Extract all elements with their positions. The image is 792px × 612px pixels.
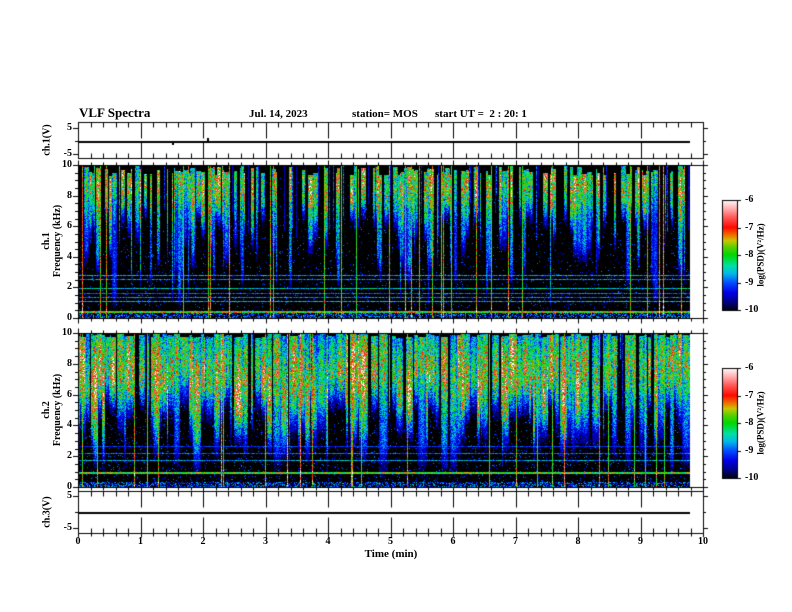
volt-tick-label: 5 (67, 122, 72, 133)
colorbar-tick-label: -6 (745, 362, 754, 373)
ch2-frequency-axis-label-line1: ch.2 (41, 401, 52, 419)
volt-tick-label: -5 (63, 522, 72, 533)
colorbar-tick-label: -7 (745, 389, 754, 401)
ch1-frequency-axis-label-line1: ch.1 (41, 232, 52, 250)
freq-tick-label: 4 (67, 419, 72, 431)
x-tick-label: 10 (698, 536, 708, 547)
volt-tick-label: 5 (67, 490, 72, 501)
freq-tick-label: 10 (62, 327, 72, 338)
colorbar-tick-label: -10 (745, 472, 759, 483)
start-ut-text: start UT = 2 : 20: 1 (435, 108, 527, 120)
colorbar-tick-label: -9 (745, 444, 754, 456)
x-tick-label: 4 (325, 536, 331, 547)
freq-tick-label: 4 (67, 250, 72, 262)
time-axis-label: Time (min) (364, 548, 418, 560)
freq-tick-label: 6 (67, 388, 72, 400)
freq-tick-label: 8 (67, 357, 72, 369)
freq-tick-label: 2 (67, 281, 72, 293)
ch1-frequency-axis-label-line2: Frequency (kHz) (52, 204, 63, 278)
colorbar-tick-label: -8 (745, 249, 754, 260)
freq-tick-label: 6 (67, 220, 72, 232)
x-tick-label: 0 (75, 536, 81, 547)
ch2-frequency-axis-label-line2: Frequency (kHz) (52, 373, 63, 447)
x-tick-label: 1 (138, 536, 143, 547)
x-tick-label: 5 (388, 536, 393, 547)
freq-tick-label: 0 (67, 481, 72, 492)
page-title: VLF Spectra (79, 105, 151, 120)
colorbar-tick-label: -6 (745, 194, 754, 205)
volt-tick-label: -5 (63, 148, 72, 159)
colorbar-tick-label: -7 (745, 221, 754, 233)
colorbar-tick-label: -10 (745, 304, 759, 315)
colorbar-tick-label: -9 (745, 276, 754, 288)
freq-tick-label: 8 (67, 189, 72, 201)
ch2-frequency-axis-label: ch.2 Frequency (kHz) (41, 374, 63, 446)
date-text: Jul. 14, 2023 (249, 108, 308, 120)
x-tick-label: 3 (263, 536, 268, 547)
x-tick-label: 7 (513, 536, 518, 547)
freq-tick-label: 2 (67, 450, 72, 462)
freq-tick-label: 10 (62, 159, 72, 170)
x-tick-label: 2 (200, 536, 206, 547)
station-text: station= MOS (352, 108, 418, 120)
freq-tick-label: 0 (67, 312, 72, 323)
ch1-frequency-axis-label: ch.1 Frequency (kHz) (41, 205, 63, 277)
colorbar-tick-label: -8 (745, 417, 754, 428)
x-tick-label: 9 (638, 536, 643, 547)
x-tick-label: 8 (575, 536, 581, 547)
x-tick-label: 6 (450, 536, 456, 547)
